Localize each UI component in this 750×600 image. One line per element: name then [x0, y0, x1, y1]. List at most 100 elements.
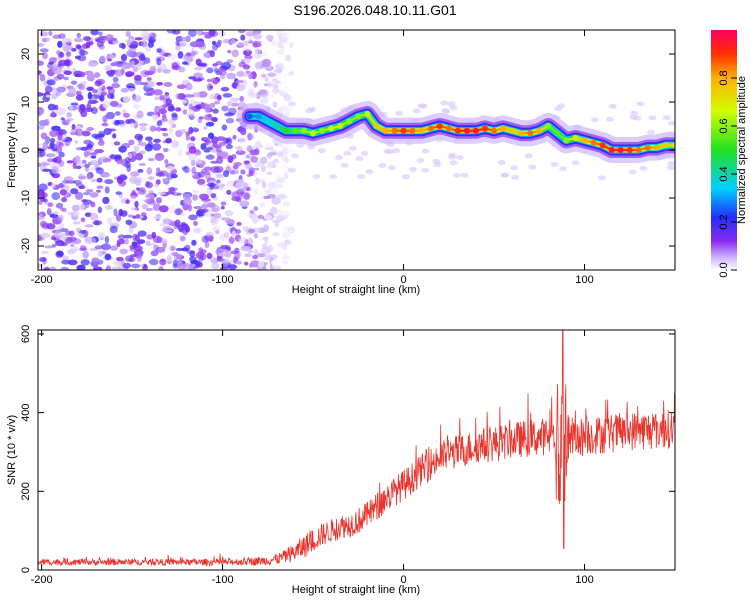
ridge-point	[255, 113, 262, 120]
noise-blob	[49, 266, 57, 270]
noise-blob	[255, 177, 260, 185]
noise-blob	[159, 50, 166, 56]
y-tick-label: -20	[20, 238, 32, 254]
noise-blob	[71, 123, 76, 130]
noise-blob	[79, 233, 85, 238]
noise-blob	[191, 263, 196, 267]
ridge-point	[653, 144, 660, 151]
noise-blob	[98, 31, 103, 37]
noise-blob	[201, 198, 212, 202]
noise-blob	[185, 52, 192, 57]
noise-blob	[235, 80, 240, 84]
noise-blob	[79, 104, 86, 111]
noise-blob	[155, 179, 161, 185]
noise-blob	[206, 182, 216, 187]
noise-blob	[145, 181, 154, 189]
noise-blob	[75, 94, 84, 101]
colorbar-label: Normalized spectral amplitude	[736, 76, 748, 224]
noise-blob	[227, 264, 238, 270]
noise-blob	[216, 156, 224, 164]
noise-blob	[203, 52, 212, 59]
noise-blob	[133, 94, 142, 103]
noise-blob	[276, 151, 284, 158]
haze-blob	[312, 174, 321, 179]
noise-blob	[64, 211, 73, 214]
noise-blob	[38, 107, 45, 115]
noise-blob	[269, 206, 278, 215]
noise-blob	[159, 258, 167, 266]
noise-blob	[171, 252, 179, 256]
noise-blob	[145, 136, 153, 141]
ridge-point	[273, 123, 280, 129]
noise-blob	[221, 105, 229, 112]
noise-blob	[175, 40, 180, 46]
noise-blob	[154, 153, 165, 161]
noise-blob	[75, 128, 84, 137]
noise-blob	[81, 130, 91, 137]
noise-blob	[230, 250, 240, 255]
noise-blob	[206, 83, 213, 91]
noise-blob	[87, 151, 92, 156]
noise-blob	[197, 171, 205, 178]
x-tick-label: 0	[400, 574, 406, 586]
noise-blob	[238, 30, 246, 34]
noise-blob	[180, 212, 185, 217]
haze-blob	[335, 155, 343, 160]
noise-blob	[102, 158, 112, 163]
noise-blob	[138, 123, 148, 127]
noise-blob	[182, 109, 187, 115]
noise-blob	[38, 143, 42, 147]
haze-blob	[511, 175, 519, 180]
haze-blob	[550, 161, 559, 167]
noise-blob	[108, 54, 115, 59]
noise-blob	[137, 142, 147, 147]
noise-blob	[104, 66, 112, 71]
noise-blob	[213, 100, 221, 105]
noise-blob	[130, 207, 136, 211]
noise-blob	[101, 251, 107, 255]
noise-blob	[212, 108, 219, 114]
noise-blob	[237, 188, 243, 197]
noise-blob	[264, 214, 273, 221]
noise-blob	[133, 74, 142, 81]
noise-blob	[38, 92, 41, 97]
noise-blob	[285, 54, 292, 62]
noise-blob	[136, 110, 144, 119]
noise-blob	[53, 156, 62, 164]
ridge-point	[617, 147, 624, 153]
noise-blob	[110, 62, 118, 67]
noise-blob	[54, 230, 64, 238]
noise-blob	[53, 226, 62, 231]
colorbar-tick-label: 0.2	[718, 214, 730, 229]
noise-blob	[242, 40, 249, 47]
noise-blob	[166, 30, 177, 34]
noise-blob	[63, 76, 69, 81]
haze-blob	[628, 169, 637, 175]
haze-blob	[392, 148, 401, 154]
noise-blob	[125, 31, 131, 37]
noise-blob	[243, 50, 248, 56]
noise-blob	[123, 112, 131, 118]
noise-blob	[80, 80, 88, 85]
noise-blob	[206, 252, 213, 260]
noise-blob	[192, 189, 200, 194]
ridge-point	[663, 142, 669, 149]
noise-blob	[171, 140, 180, 149]
noise-blob	[91, 133, 99, 139]
noise-blob	[77, 83, 84, 89]
noise-blob	[250, 260, 260, 268]
noise-blob	[280, 32, 289, 37]
noise-blob	[175, 93, 184, 100]
noise-blob	[175, 107, 182, 112]
noise-blob	[108, 40, 113, 45]
noise-blob	[63, 70, 72, 76]
noise-blob	[163, 82, 173, 87]
ridge-point	[491, 127, 497, 134]
noise-blob	[248, 36, 253, 43]
noise-blob	[76, 227, 81, 233]
noise-blob	[254, 187, 258, 195]
noise-blob	[267, 182, 276, 190]
noise-blob	[236, 84, 245, 92]
noise-blob	[124, 238, 129, 245]
noise-blob	[141, 203, 148, 210]
